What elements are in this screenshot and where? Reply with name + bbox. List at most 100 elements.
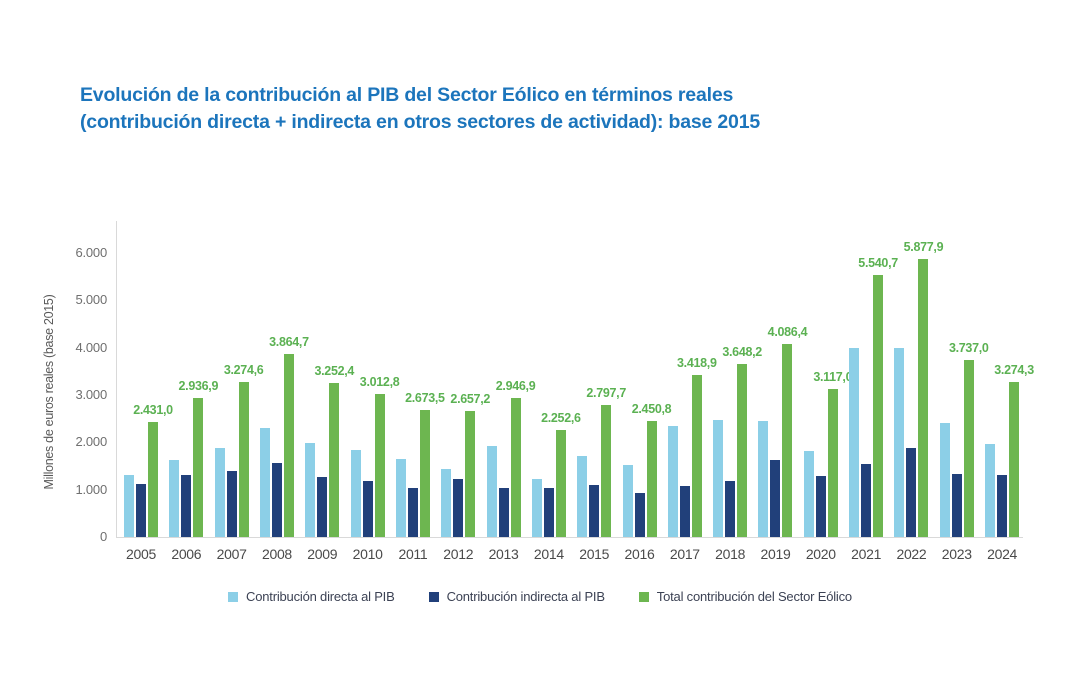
x-axis-label-2017: 2017 — [669, 546, 700, 562]
bar-direct-2013 — [486, 446, 497, 537]
x-axis-label-2024: 2024 — [987, 546, 1018, 562]
bar-indirect-2014 — [543, 488, 554, 537]
legend-swatch-indirect-icon — [428, 591, 439, 602]
legend-item-total: Total contribución del Sector Eólico — [638, 589, 852, 604]
total-value-label-2007: 3.274,6 — [223, 363, 264, 377]
legend-swatch-direct-icon — [228, 591, 239, 602]
bar-direct-2007 — [214, 448, 225, 537]
bar-total-2007 — [238, 382, 249, 537]
bar-indirect-2005 — [136, 484, 146, 537]
bar-total-2016 — [646, 421, 657, 537]
bar-direct-2022 — [894, 348, 905, 537]
y-axis-line — [116, 221, 117, 537]
total-value-label-2020: 3.117,0 — [813, 370, 853, 384]
bar-total-2005 — [148, 422, 158, 537]
bar-direct-2012 — [441, 469, 452, 537]
total-value-label-2010: 3.012,8 — [359, 375, 400, 389]
x-axis-line — [116, 537, 1023, 538]
chart-legend: Contribución directa al PIB Contribución … — [60, 589, 1020, 604]
bar-indirect-2006 — [181, 475, 192, 537]
x-axis-label-2015: 2015 — [579, 546, 610, 562]
x-axis-label-2010: 2010 — [352, 546, 383, 562]
bar-direct-2006 — [169, 460, 180, 537]
bar-indirect-2007 — [226, 471, 237, 537]
bar-indirect-2019 — [770, 460, 781, 537]
bar-indirect-2022 — [906, 448, 917, 537]
x-axis-label-2014: 2014 — [533, 546, 564, 562]
bar-indirect-2017 — [679, 486, 690, 537]
chart-title: Evolución de la contribución al PIB del … — [80, 82, 900, 136]
legend-label-direct: Contribución directa al PIB — [246, 589, 395, 604]
legend-item-indirect: Contribución indirecta al PIB — [428, 589, 605, 604]
chart-title-line2: (contribución directa + indirecta en otr… — [80, 111, 760, 133]
y-axis-tick-label: 5.000 — [75, 292, 107, 308]
bar-total-2021 — [873, 275, 884, 537]
bar-total-2015 — [601, 405, 612, 537]
bar-direct-2024 — [985, 444, 996, 537]
bar-indirect-2021 — [861, 464, 872, 537]
x-axis-label-2023: 2023 — [941, 546, 972, 562]
total-value-label-2018: 3.648,2 — [722, 345, 762, 359]
total-value-label-2023: 3.737,0 — [948, 341, 989, 355]
bar-direct-2011 — [395, 459, 406, 537]
bar-indirect-2024 — [997, 475, 1008, 537]
bar-direct-2009 — [305, 443, 316, 537]
bar-direct-2016 — [622, 465, 633, 537]
legend-label-total: Total contribución del Sector Eólico — [656, 589, 852, 604]
bar-total-2009 — [329, 383, 340, 537]
x-axis-label-2008: 2008 — [261, 546, 292, 562]
x-axis-label-2006: 2006 — [171, 546, 202, 562]
bar-total-2012 — [465, 411, 476, 537]
total-value-label-2016: 2.450,8 — [631, 402, 672, 416]
bar-total-2022 — [918, 259, 929, 537]
total-value-label-2017: 3.418,9 — [677, 356, 717, 370]
bar-direct-2008 — [259, 428, 270, 537]
bar-indirect-2018 — [725, 481, 736, 537]
total-value-label-2011: 2.673,5 — [405, 391, 445, 405]
x-axis-label-2020: 2020 — [805, 546, 836, 562]
bar-indirect-2008 — [271, 463, 282, 537]
bar-total-2018 — [737, 364, 748, 537]
bar-total-2010 — [374, 394, 385, 537]
bar-direct-2015 — [577, 456, 588, 537]
bar-total-2013 — [510, 398, 521, 537]
x-axis-label-2009: 2009 — [307, 546, 338, 562]
y-axis-tick-label: 4.000 — [75, 339, 107, 355]
y-axis-tick-label: 2.000 — [75, 434, 107, 450]
total-value-label-2006: 2.936,9 — [178, 379, 219, 393]
x-axis-label-2016: 2016 — [624, 546, 655, 562]
chart-title-line1: Evolución de la contribución al PIB del … — [80, 84, 734, 106]
legend-label-indirect: Contribución indirecta al PIB — [446, 589, 605, 604]
x-axis-label-2007: 2007 — [216, 546, 247, 562]
bar-indirect-2009 — [317, 477, 328, 537]
y-axis-tick-label: 3.000 — [75, 387, 107, 402]
bar-direct-2019 — [758, 421, 769, 537]
total-value-label-2019: 4.086,4 — [767, 325, 808, 339]
bar-indirect-2023 — [951, 474, 962, 537]
bar-total-2011 — [419, 410, 430, 537]
x-axis-label-2021: 2021 — [851, 546, 882, 562]
total-value-label-2005: 2.431,0 — [133, 403, 173, 417]
bar-total-2023 — [963, 360, 974, 537]
x-axis-label-2013: 2013 — [488, 546, 519, 562]
bar-direct-2023 — [939, 423, 950, 537]
total-value-label-2008: 3.864,7 — [269, 335, 309, 349]
total-value-label-2012: 2.657,2 — [450, 392, 491, 406]
bar-total-2006 — [193, 398, 204, 537]
bar-indirect-2012 — [453, 479, 464, 537]
bar-total-2019 — [782, 344, 793, 537]
bar-total-2008 — [283, 354, 294, 537]
total-value-label-2014: 2.252,6 — [541, 411, 581, 425]
bar-indirect-2010 — [362, 481, 373, 537]
bar-direct-2010 — [350, 450, 361, 537]
total-value-label-2013: 2.946,9 — [495, 379, 536, 393]
bar-indirect-2015 — [589, 485, 600, 537]
bar-direct-2021 — [849, 348, 860, 537]
total-value-label-2024: 3.274,3 — [994, 363, 1034, 377]
legend-swatch-total-icon — [638, 591, 649, 602]
bar-indirect-2011 — [407, 488, 418, 537]
bar-direct-2018 — [713, 420, 724, 537]
y-axis-tick-label: 6.000 — [75, 245, 107, 260]
legend-item-direct: Contribución directa al PIB — [228, 589, 395, 604]
